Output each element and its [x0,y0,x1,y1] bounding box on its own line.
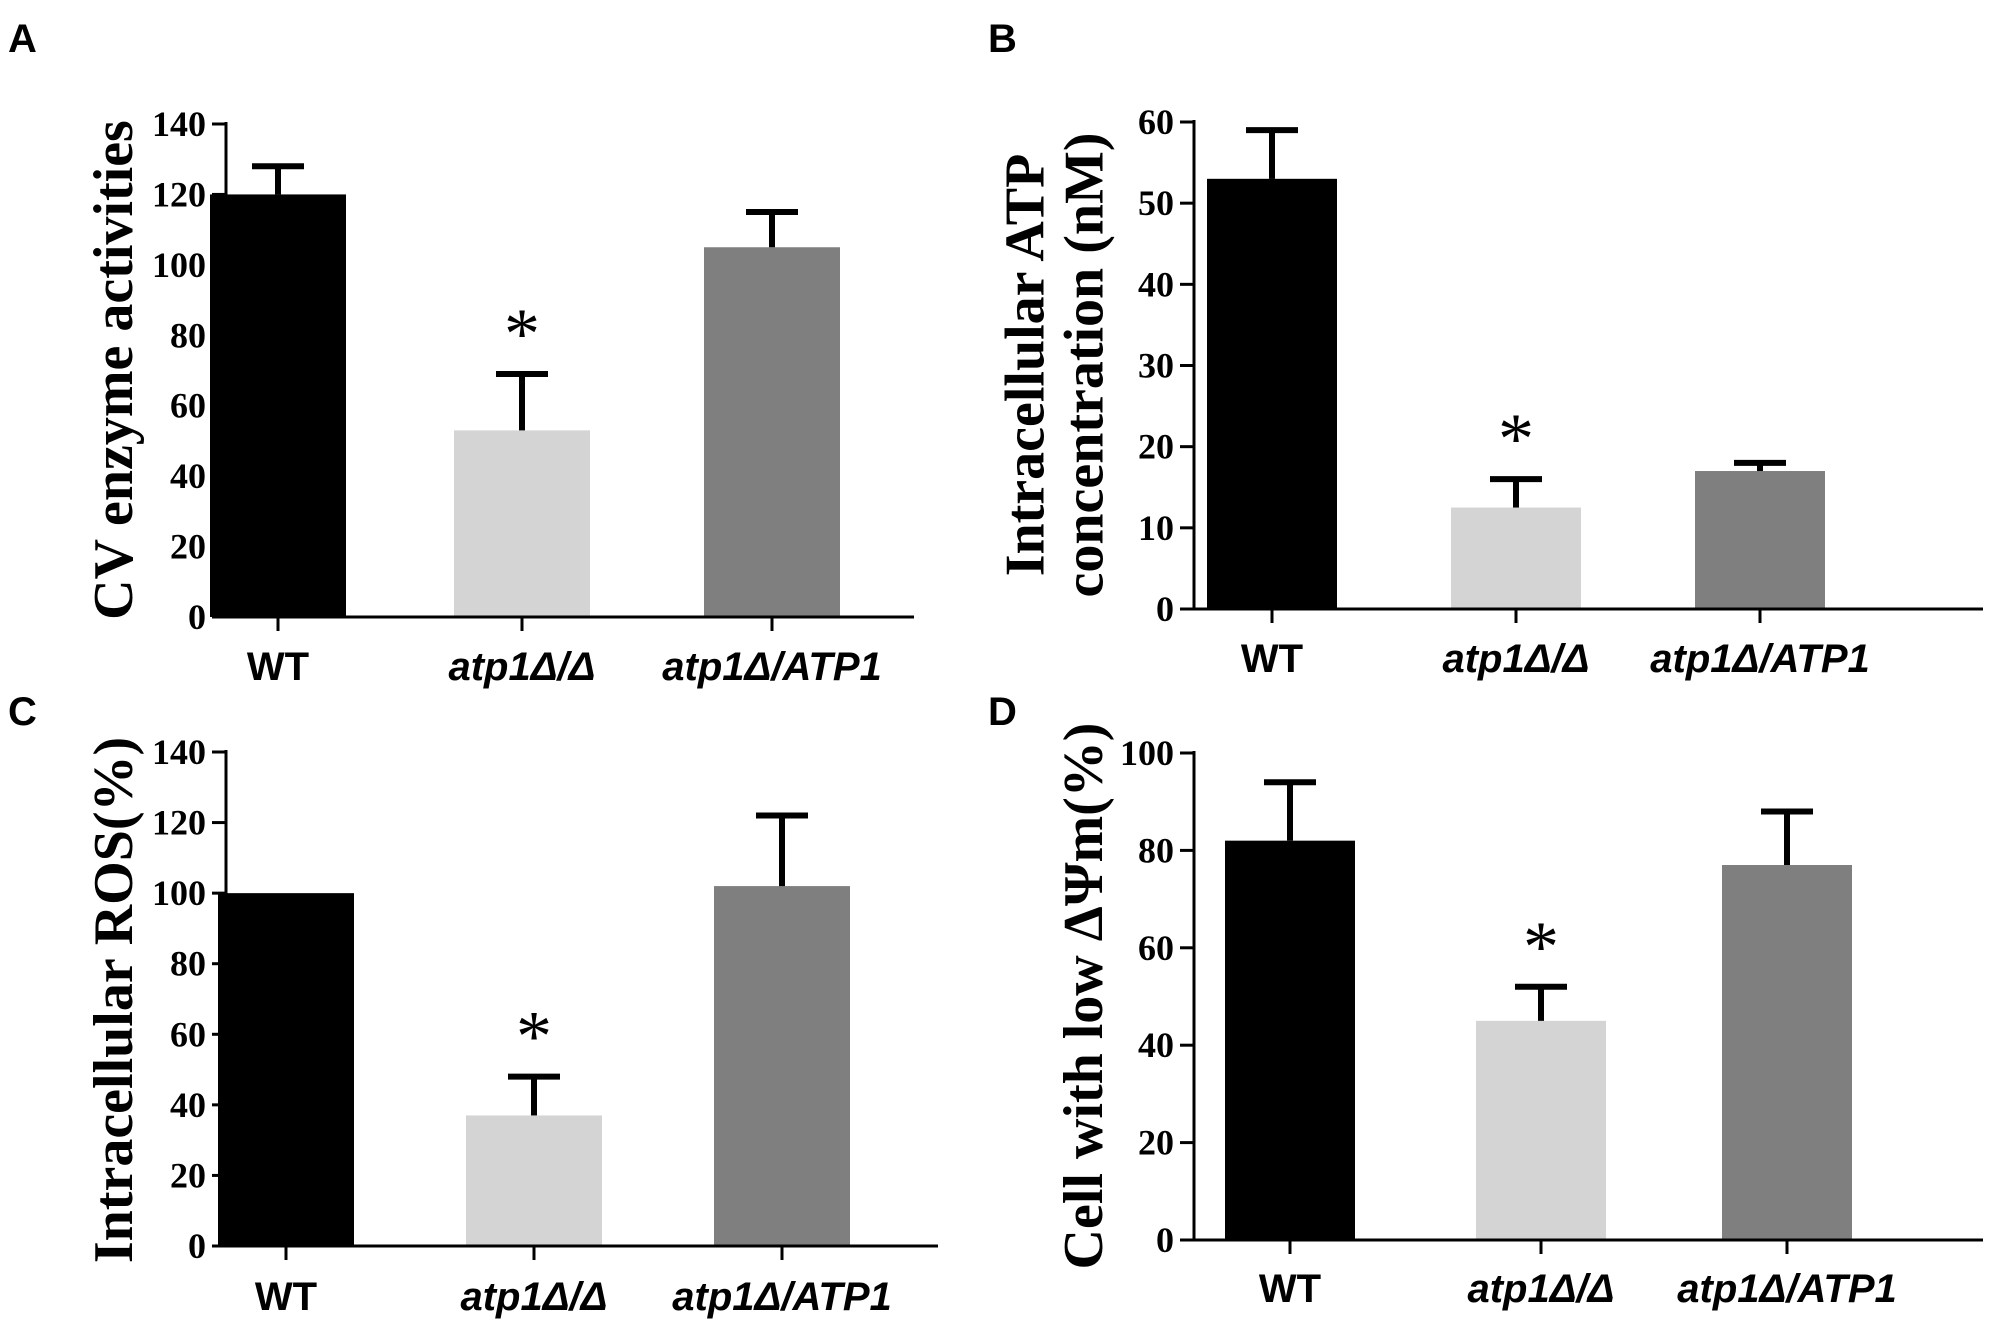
x-tick-label: WT [255,1275,317,1319]
y-tick-label: 80 [1138,830,1174,870]
y-tick-label: 60 [1138,928,1174,968]
bar [1225,840,1355,1240]
y-axis-label: CV enzyme activities [83,120,145,620]
panel-letter: C [8,690,37,734]
x-tick-label: atp1Δ/Δ [460,1275,607,1319]
y-tick-label: 20 [170,1155,206,1195]
panel-a: A WT * atp1Δ/Δ atp1Δ/ATP1 0 20 40 60 80 100 120 140C… [8,17,914,689]
bar [714,886,850,1246]
significance-star: * [1498,399,1534,479]
x-tick-label: WT [1241,637,1303,681]
y-tick-label: 60 [170,1014,206,1054]
bar [218,893,354,1246]
bar [1451,507,1581,609]
bar [1722,865,1852,1240]
y-tick-label: 40 [1138,264,1174,304]
y-tick-label: 30 [1138,346,1174,386]
y-tick-label: 140 [152,104,206,144]
y-tick-label: 20 [1138,427,1174,467]
y-axis-label: Cell with low ΔΨm(%) [1053,723,1115,1270]
x-tick-label: atp1Δ/ATP1 [1677,1267,1897,1311]
y-tick-label: 100 [152,245,206,285]
bar [454,430,590,617]
bar [466,1115,602,1246]
y-tick-label: 0 [188,1226,206,1266]
y-axis-label: Intracellular ROS(%) [83,737,145,1263]
y-tick-label: 80 [170,944,206,984]
y-tick-label: 40 [1138,1025,1174,1065]
x-tick-label: atp1Δ/ATP1 [1650,637,1870,681]
x-tick-label: atp1Δ/ATP1 [662,645,882,689]
x-tick-label: atp1Δ/Δ [1467,1267,1614,1311]
y-tick-label: 120 [152,174,206,214]
panel-letter: B [988,17,1017,61]
y-tick-label: 120 [152,803,206,843]
x-tick-label: atp1Δ/Δ [1442,637,1589,681]
bar [210,194,346,617]
bar [1695,471,1825,609]
panel-letter: D [988,690,1017,734]
y-tick-label: 50 [1138,183,1174,223]
y-tick-label: 40 [170,1085,206,1125]
bar [704,247,840,617]
bar [1207,178,1337,610]
y-tick-label: 0 [188,597,206,637]
y-tick-label: 140 [152,732,206,772]
significance-star: * [1523,907,1559,987]
x-tick-label: WT [247,645,309,689]
bar [1476,1020,1606,1240]
panel-letter: A [8,17,37,61]
y-tick-label: 10 [1138,508,1174,548]
y-tick-label: 20 [1138,1123,1174,1163]
panel-b: B WT * atp1Δ/Δ atp1Δ/ATP1 0 10 20 30 40 50 60 Intrac… [988,17,1983,681]
y-tick-label: 100 [152,873,206,913]
y-tick-label: 100 [1120,733,1174,773]
y-tick-label: 60 [1138,102,1174,142]
y-tick-label: 0 [1156,589,1174,629]
y-axis-label: Intracellular ATPconcentration (nM) [995,132,1116,597]
y-tick-label: 0 [1156,1220,1174,1260]
x-tick-label: WT [1259,1267,1321,1311]
y-axis-label-line: concentration (nM) [1053,132,1115,597]
significance-star: * [504,294,540,374]
x-tick-label: atp1Δ/Δ [448,645,595,689]
y-tick-label: 20 [170,527,206,567]
y-tick-label: 60 [170,386,206,426]
x-tick-label: atp1Δ/ATP1 [672,1275,892,1319]
panel-c: C WT * atp1Δ/Δ atp1Δ/ATP1 0 20 40 60 80 100 120 140I… [8,690,938,1319]
y-tick-label: 80 [170,315,206,355]
significance-star: * [516,997,552,1077]
y-axis-label-line: Intracellular ATP [995,154,1057,577]
y-tick-label: 40 [170,456,206,496]
